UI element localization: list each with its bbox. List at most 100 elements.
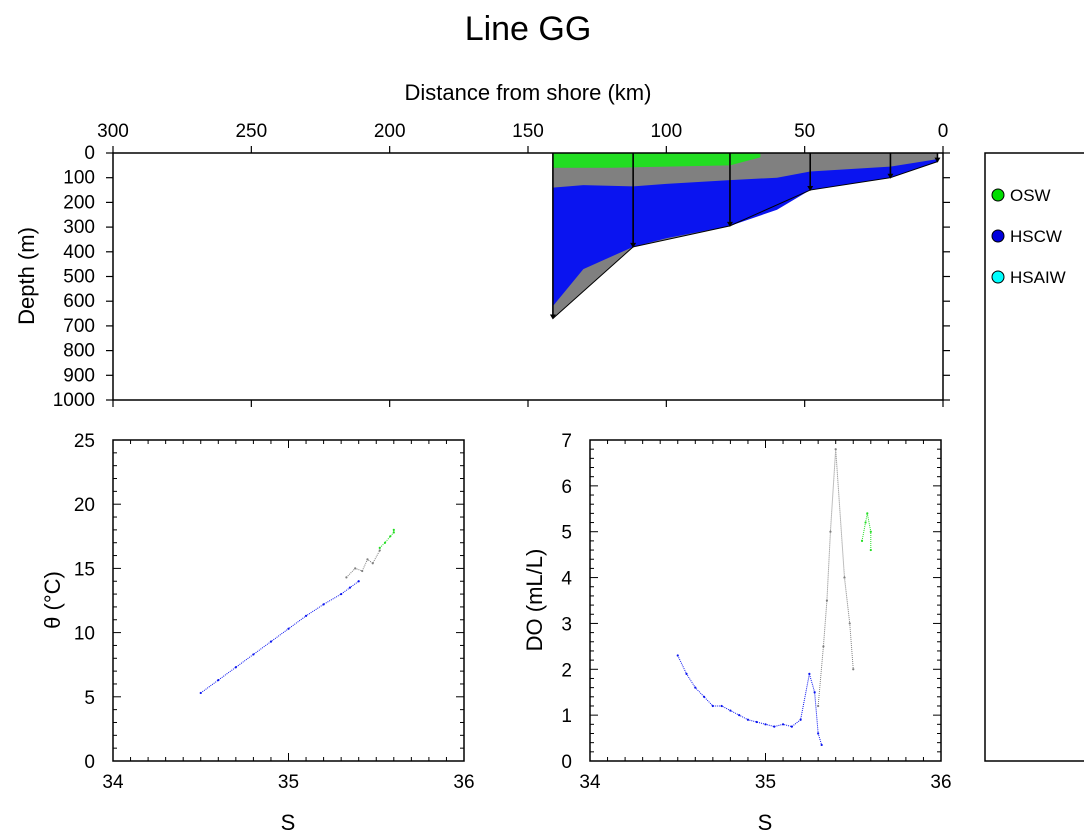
- do-s-ytick-label-6: 6: [561, 477, 572, 498]
- theta-s-point-hscw-5: [287, 627, 290, 630]
- do-s-point-other-2: [825, 599, 829, 602]
- section-xtick-label-6: 0: [938, 121, 949, 142]
- section-ylabel: Depth (m): [14, 227, 39, 325]
- theta-s-ytick-label-0: 0: [84, 752, 95, 773]
- section-ytick-label-9: 900: [63, 365, 95, 386]
- theta-s-series-osw: [379, 529, 395, 549]
- theta-s-point-hscw-10: [357, 580, 360, 583]
- do-s-point-hscw-1: [685, 672, 688, 675]
- do-s-ytick-label-3: 3: [561, 614, 572, 635]
- legend: OSW HSCW HSAIW: [984, 152, 1084, 762]
- section-panel: Distance from shore (km) Depth (m) 300 25…: [14, 80, 950, 411]
- do-s-point-hscw-6: [729, 709, 732, 712]
- theta-s-point-other-1: [354, 567, 357, 570]
- section-layer-hscw: [552, 159, 938, 307]
- do-s-point-osw-4: [869, 548, 872, 552]
- section-ytick-label-0: 0: [84, 143, 95, 164]
- theta-s-point-other-5: [378, 549, 381, 552]
- theta-s-point-osw-1: [383, 541, 387, 544]
- do-s-point-hscw-2: [694, 686, 697, 689]
- do-s-point-other-4: [834, 448, 837, 451]
- do-s-ytick-label-4: 4: [561, 569, 572, 590]
- theta-s-point-hscw-8: [340, 592, 343, 596]
- section-layer-osw: [552, 153, 761, 168]
- station-marker-1: [630, 242, 637, 248]
- theta-s-xtick-label-1: 35: [278, 772, 299, 793]
- theta-s-ytick-label-5: 25: [74, 431, 95, 452]
- section-layer-other: [552, 153, 938, 188]
- do-s-series-osw: [861, 513, 872, 551]
- section-fill: [552, 153, 938, 319]
- do-s-point-hscw-13: [790, 725, 793, 728]
- theta-s-point-osw-2: [389, 535, 392, 538]
- do-s-point-hscw-7: [738, 714, 741, 717]
- theta-s-point-osw-4: [392, 528, 395, 531]
- section-ytick-label-4: 400: [63, 242, 95, 263]
- theta-s-ytick-label-4: 20: [74, 495, 95, 516]
- section-frame: [112, 152, 944, 401]
- figure-title: Line GG: [465, 10, 592, 48]
- theta-s-xlabel: S: [281, 810, 296, 835]
- do-s-point-hscw-3: [702, 695, 706, 698]
- theta-s-point-hscw-9: [348, 586, 352, 589]
- section-ytick-label-10: 1000: [53, 390, 95, 411]
- theta-s-frame: [112, 439, 465, 762]
- section-ytick-label-6: 600: [63, 291, 95, 312]
- theta-s-xtick-label-0: 34: [102, 772, 124, 793]
- do-s-point-hscw-10: [764, 723, 767, 726]
- do-s-xtick-label-0: 34: [579, 772, 601, 793]
- theta-s-point-hscw-1: [217, 679, 220, 682]
- do-s-point-hscw-14: [799, 718, 802, 721]
- do-s-point-hscw-8: [746, 718, 750, 721]
- do-s-ytick-label-2: 2: [561, 660, 572, 681]
- legend-label-hscw: HSCW: [1010, 227, 1062, 246]
- do-s-frame: [589, 439, 942, 762]
- do-s-point-other-6: [848, 622, 851, 625]
- do-s-point-hscw-16: [813, 691, 816, 694]
- section-xtick-label-1: 250: [235, 121, 267, 142]
- do-s-point-hscw-18: [820, 743, 823, 747]
- theta-s-point-other-4: [371, 562, 374, 565]
- do-s-point-other-0: [817, 704, 820, 708]
- do-s-point-other-1: [822, 645, 825, 648]
- section-xtick-label-3: 150: [512, 121, 544, 142]
- do-s-point-hscw-4: [711, 704, 714, 708]
- legend-label-hsaiw: HSAIW: [1010, 268, 1066, 287]
- theta-s-points: [199, 528, 395, 695]
- section-xtick-label-4: 100: [650, 121, 682, 142]
- theta-s-point-hscw-3: [252, 653, 255, 656]
- do-s-point-osw-0: [860, 539, 864, 542]
- station-marker-0: [549, 314, 556, 320]
- do-s-point-hscw-17: [817, 732, 820, 735]
- theta-s-point-other-2: [361, 569, 364, 573]
- do-s-xtick-label-2: 36: [930, 772, 951, 793]
- do-s-ytick-label-0: 0: [561, 752, 572, 773]
- legend-swatch-hsaiw: [991, 270, 1005, 284]
- station-marker-3: [807, 186, 814, 192]
- legend-item-osw: OSW: [991, 186, 1051, 205]
- do-s-point-hscw-12: [781, 723, 785, 726]
- legend-item-hscw: HSCW: [991, 227, 1062, 246]
- do-s-point-osw-3: [869, 530, 872, 533]
- do-s-ytick-label-1: 1: [561, 706, 572, 727]
- theta-s-ytick-label-3: 15: [74, 559, 95, 580]
- theta-s-point-hscw-7: [322, 603, 325, 606]
- theta-s-point-other-0: [345, 576, 348, 579]
- theta-s-point-osw-3: [392, 531, 395, 534]
- legend-item-hsaiw: HSAIW: [991, 268, 1066, 287]
- section-ytick-label-2: 200: [63, 192, 95, 213]
- do-s-point-hscw-5: [720, 704, 723, 708]
- section-ytick-label-5: 500: [63, 267, 95, 288]
- do-s-xlabel: S: [758, 810, 773, 835]
- do-s-ylabel: DO (mL/L): [522, 549, 547, 652]
- section-xtick-label-2: 200: [374, 121, 406, 142]
- theta-s-point-other-3: [366, 558, 369, 561]
- do-s-series-hscw: [677, 655, 823, 746]
- theta-s-series-other: [346, 550, 381, 578]
- section-xtick-label-5: 50: [794, 121, 815, 142]
- section-ytick-label-7: 700: [63, 316, 95, 337]
- theta-s-panel: 34 35 36 0 5 10 15 20 25 S θ (°C): [40, 431, 475, 835]
- section-xtick-label-0: 300: [97, 121, 129, 142]
